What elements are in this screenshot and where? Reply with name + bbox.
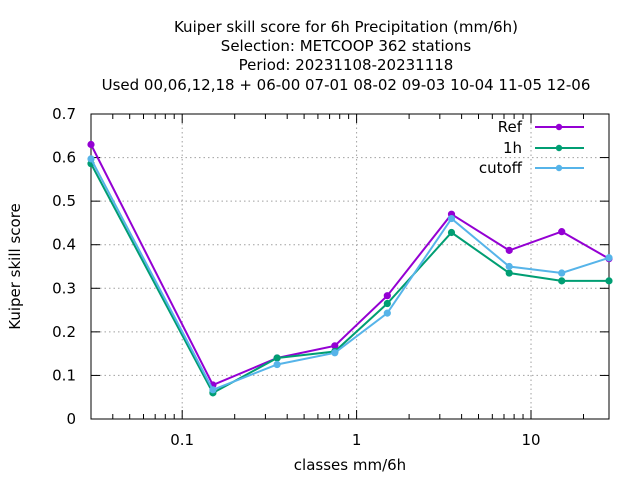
series-cutoff bbox=[87, 155, 613, 394]
data-series bbox=[87, 140, 613, 397]
title-line-3: Period: 20231108-20231118 bbox=[239, 56, 454, 74]
data-point bbox=[505, 269, 513, 277]
data-point bbox=[605, 254, 613, 262]
data-point bbox=[87, 155, 95, 163]
grid-lines bbox=[91, 114, 609, 419]
series-ref bbox=[87, 140, 613, 389]
title-line-4: Used 00,06,12,18 + 06-00 07-01 08-02 09-… bbox=[102, 76, 591, 94]
y-tick-label: 0.3 bbox=[52, 279, 76, 297]
data-point bbox=[331, 349, 339, 357]
legend-label: Ref bbox=[498, 118, 523, 136]
y-tick-label: 0.5 bbox=[52, 192, 76, 210]
x-tick-label: 10 bbox=[521, 431, 540, 449]
data-point bbox=[505, 246, 513, 254]
data-point bbox=[383, 309, 391, 317]
data-point bbox=[558, 228, 566, 236]
x-tick-labels: 0.1 1 10 bbox=[170, 431, 540, 449]
data-point bbox=[558, 277, 566, 285]
legend-label: cutoff bbox=[479, 159, 523, 177]
legend-label: 1h bbox=[503, 139, 522, 157]
x-axis-label: classes mm/6h bbox=[294, 456, 406, 474]
title-line-1: Kuiper skill score for 6h Precipitation … bbox=[174, 18, 518, 36]
data-point bbox=[87, 140, 95, 149]
legend-marker bbox=[555, 123, 563, 131]
series-line bbox=[90, 158, 610, 392]
data-point bbox=[558, 269, 566, 277]
data-point bbox=[383, 292, 391, 300]
y-tick-label: 0.2 bbox=[52, 323, 76, 341]
legend-marker bbox=[555, 144, 563, 152]
y-tick-label: 0.6 bbox=[52, 149, 76, 167]
legend-marker bbox=[555, 164, 563, 172]
series-1h bbox=[87, 160, 613, 397]
data-point bbox=[273, 354, 281, 362]
y-axis-label: Kuiper skill score bbox=[6, 203, 24, 330]
data-point bbox=[447, 214, 456, 223]
x-tick-label: 1 bbox=[352, 431, 362, 449]
chart-title: Kuiper skill score for 6h Precipitation … bbox=[102, 18, 591, 94]
data-point bbox=[209, 386, 217, 394]
series-line bbox=[90, 163, 609, 395]
data-point bbox=[447, 228, 456, 237]
title-line-2: Selection: METCOOP 362 stations bbox=[221, 37, 472, 55]
legend: Ref 1h cutoff bbox=[479, 118, 584, 177]
data-point bbox=[605, 277, 613, 285]
data-point bbox=[383, 299, 391, 308]
plot-frame bbox=[90, 113, 610, 420]
data-point bbox=[273, 360, 281, 369]
y-tick-labels: 0 0.1 0.2 0.3 0.4 0.5 0.6 0.7 bbox=[52, 105, 76, 428]
y-tick-label: 0 bbox=[66, 410, 76, 428]
x-tick-label: 0.1 bbox=[170, 431, 194, 449]
y-tick-label: 0.7 bbox=[52, 105, 76, 123]
data-point bbox=[505, 262, 513, 271]
y-tick-label: 0.4 bbox=[52, 236, 76, 254]
axis-ticks bbox=[90, 113, 609, 420]
y-tick-label: 0.1 bbox=[52, 366, 76, 384]
